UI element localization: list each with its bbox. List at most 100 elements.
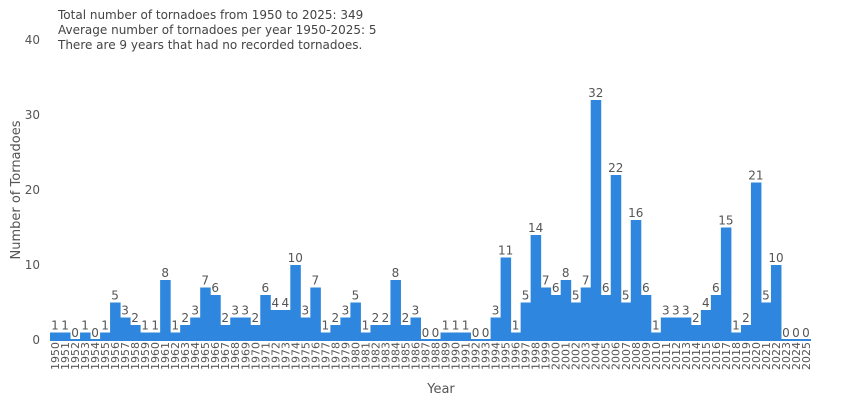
- bar-2020: [750, 182, 762, 340]
- x-tick-label-2008: 2008: [630, 342, 643, 370]
- x-tick-label-1976: 1976: [309, 342, 322, 370]
- data-label-2021: 5: [762, 289, 770, 303]
- bar-2021: [760, 302, 772, 340]
- data-label-1995: 11: [498, 244, 513, 258]
- bar-2017: [720, 227, 732, 340]
- bar-1967: [220, 325, 231, 340]
- x-tick-label-2019: 2019: [740, 342, 753, 370]
- x-tick-label-1960: 1960: [149, 342, 162, 370]
- data-label-1956: 5: [111, 289, 119, 303]
- y-tick-label: 40: [25, 33, 40, 47]
- bar-2011: [660, 317, 672, 340]
- x-tick-label-1990: 1990: [450, 342, 463, 370]
- data-label-1962: 1: [171, 319, 179, 333]
- x-tick-label-1957: 1957: [119, 342, 132, 370]
- x-axis-ticks: 1950195119521953195419551956195719581959…: [49, 342, 813, 370]
- bar-2015: [700, 310, 712, 340]
- x-tick-label-1998: 1998: [530, 342, 543, 370]
- x-tick-label-2025: 2025: [800, 342, 813, 370]
- bar-1981: [360, 332, 371, 340]
- data-label-1964: 3: [191, 304, 199, 318]
- data-label-2001: 8: [562, 266, 570, 280]
- data-label-1994: 3: [492, 304, 500, 318]
- bar-1958: [130, 325, 141, 340]
- bar-1962: [170, 332, 181, 340]
- x-tick-label-1985: 1985: [399, 342, 412, 370]
- data-label-1992: 0: [472, 326, 480, 340]
- x-tick-label-2006: 2006: [610, 342, 623, 370]
- bar-1986: [410, 317, 421, 340]
- data-label-1959: 1: [141, 319, 149, 333]
- data-label-1987: 0: [422, 326, 430, 340]
- bar-2006: [610, 175, 622, 340]
- bar-1991: [460, 332, 472, 340]
- data-label-2013: 3: [682, 304, 690, 318]
- bar-1971: [260, 295, 271, 340]
- bars-group: [50, 100, 782, 340]
- data-label-2020: 21: [748, 169, 763, 183]
- x-tick-label-2001: 2001: [560, 342, 573, 370]
- bar-1990: [450, 332, 462, 340]
- data-label-1979: 3: [342, 304, 350, 318]
- x-tick-label-1986: 1986: [409, 342, 422, 370]
- x-tick-label-1958: 1958: [129, 342, 142, 370]
- data-label-1969: 3: [241, 304, 249, 318]
- bar-1955: [100, 332, 111, 340]
- summary-annotation-box: Total number of tornadoes from 1950 to 2…: [50, 6, 385, 57]
- x-tick-label-1961: 1961: [159, 342, 172, 370]
- x-tick-label-1988: 1988: [430, 342, 443, 370]
- x-tick-label-2013: 2013: [680, 342, 693, 370]
- bar-1982: [370, 325, 381, 340]
- bar-2000: [550, 295, 562, 340]
- data-label-2011: 3: [662, 304, 670, 318]
- data-label-2008: 16: [628, 206, 643, 220]
- x-tick-label-2012: 2012: [670, 342, 683, 370]
- x-tick-label-2023: 2023: [780, 342, 793, 370]
- data-label-1970: 2: [251, 311, 259, 325]
- data-label-2017: 15: [718, 214, 733, 228]
- data-label-1978: 2: [332, 311, 340, 325]
- bar-2002: [570, 302, 582, 340]
- bar-1963: [180, 325, 191, 340]
- average-tornadoes-note: Average number of tornadoes per year 195…: [58, 23, 377, 37]
- data-label-1954: 0: [91, 326, 99, 340]
- data-label-2004: 32: [588, 86, 603, 100]
- data-label-2000: 6: [552, 281, 560, 295]
- x-tick-label-1970: 1970: [249, 342, 262, 370]
- y-tick-label: 30: [25, 108, 40, 122]
- x-tick-label-2014: 2014: [690, 342, 703, 370]
- data-label-1966: 6: [211, 281, 219, 295]
- y-tick-label: 20: [25, 183, 40, 197]
- x-tick-label-1975: 1975: [299, 342, 312, 370]
- bar-1959: [140, 332, 151, 340]
- x-tick-label-1967: 1967: [219, 342, 232, 370]
- data-label-1993: 0: [482, 326, 490, 340]
- x-tick-label-2020: 2020: [750, 342, 763, 370]
- data-label-1976: 7: [312, 274, 320, 288]
- x-tick-label-1994: 1994: [490, 342, 503, 370]
- x-tick-label-1966: 1966: [209, 342, 222, 370]
- bar-1973: [280, 310, 291, 340]
- x-tick-label-2018: 2018: [730, 342, 743, 370]
- x-tick-label-1963: 1963: [179, 342, 192, 370]
- bar-1978: [330, 325, 341, 340]
- x-tick-label-2015: 2015: [700, 342, 713, 370]
- bar-1957: [120, 317, 131, 340]
- x-tick-label-1972: 1972: [269, 342, 282, 370]
- data-label-2015: 4: [702, 296, 710, 310]
- x-tick-label-1977: 1977: [319, 342, 332, 370]
- bar-2007: [620, 302, 632, 340]
- data-label-2009: 6: [642, 281, 650, 295]
- x-tick-label-2003: 2003: [580, 342, 593, 370]
- data-label-1984: 8: [392, 266, 400, 280]
- data-label-1985: 2: [402, 311, 410, 325]
- x-tick-label-2024: 2024: [790, 342, 803, 370]
- bar-2009: [640, 295, 652, 340]
- x-tick-label-1984: 1984: [389, 342, 402, 370]
- x-tick-label-1981: 1981: [359, 342, 372, 370]
- data-label-1988: 0: [432, 326, 440, 340]
- bar-1979: [340, 317, 351, 340]
- bar-1994: [490, 317, 502, 340]
- data-label-1953: 1: [81, 319, 89, 333]
- data-label-1960: 1: [151, 319, 159, 333]
